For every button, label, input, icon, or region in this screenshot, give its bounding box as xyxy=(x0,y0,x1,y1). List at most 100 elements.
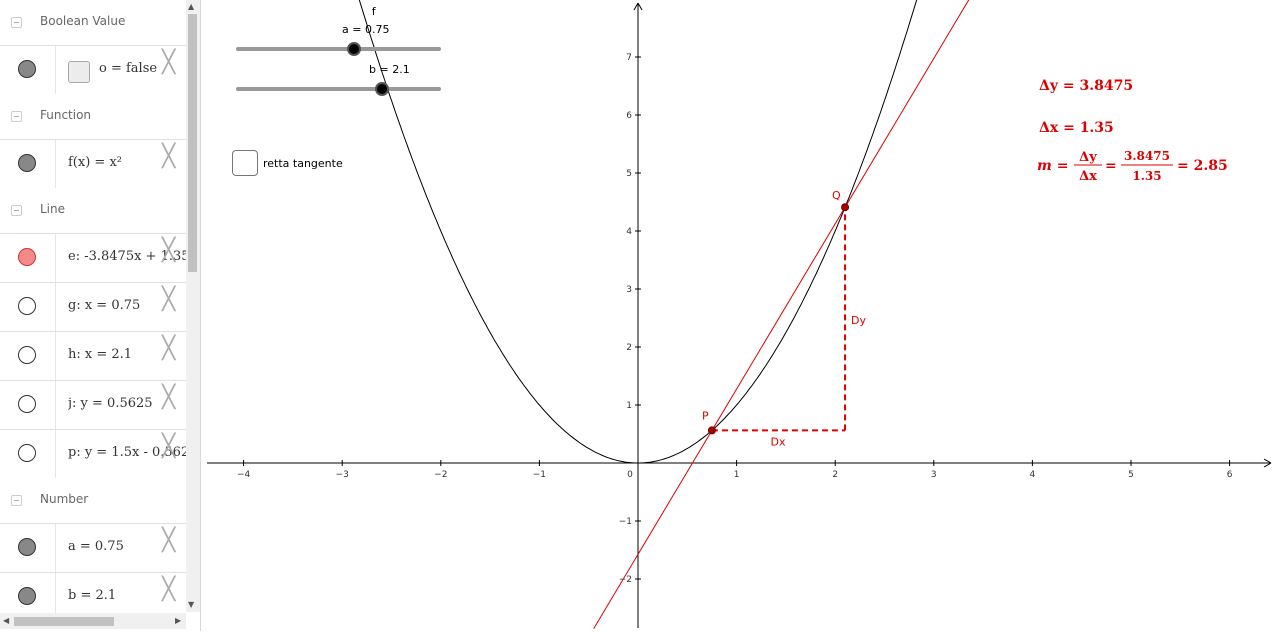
formula-m-den-value: 1.35 xyxy=(1132,169,1161,183)
x-tick-label: 0 xyxy=(627,470,633,480)
tangent-checkbox[interactable] xyxy=(232,150,258,176)
marble-cell xyxy=(0,573,56,621)
scroll-right-icon[interactable]: ▶ xyxy=(175,616,182,625)
algebra-expression[interactable]: j: y = 0.5625 xyxy=(68,396,153,411)
delete-icon[interactable]: ╳ xyxy=(162,577,176,602)
slider-b-knob[interactable] xyxy=(374,82,389,96)
graphics-view[interactable]: −4 −3 −2 −1 0 1 2 3 4 5 6 7 6 5 4 3 2 1 −1 −2 f Dx Dy P Q Δy = 3.… xyxy=(201,0,1278,631)
group-header[interactable]: Line xyxy=(0,188,186,234)
delete-icon[interactable]: ╳ xyxy=(162,385,176,410)
algebra-expression[interactable]: a = 0.75 xyxy=(68,539,124,554)
delete-icon[interactable]: ╳ xyxy=(162,144,176,169)
algebra-expression[interactable]: b = 2.1 xyxy=(68,588,117,603)
algebra-row[interactable]: f(x) = x² ╳ xyxy=(0,139,186,188)
secant-line-e xyxy=(593,0,970,629)
horizontal-scrollbar[interactable]: ◀ ▶ xyxy=(0,613,186,629)
vertical-scrollbar[interactable]: ▲ ▼ xyxy=(186,0,200,612)
algebra-row[interactable]: b = 2.1 ╳ xyxy=(0,572,186,621)
marble-cell xyxy=(0,524,56,572)
algebra-expression[interactable]: f(x) = x² xyxy=(68,155,122,170)
slider-a-label: a = 0.75 xyxy=(342,23,390,36)
algebra-row[interactable]: h: x = 2.1 ╳ xyxy=(0,331,186,380)
point-p xyxy=(707,426,716,435)
visibility-toggle[interactable] xyxy=(18,154,36,172)
collapse-icon[interactable] xyxy=(11,205,22,216)
group-label: Line xyxy=(40,202,66,216)
group-label: Number xyxy=(40,492,89,506)
formula-m-numerator: Δy xyxy=(1079,150,1097,165)
x-tick-label: 4 xyxy=(1030,470,1036,480)
y-tick-label: −1 xyxy=(619,517,632,527)
point-q xyxy=(841,203,850,212)
delete-icon[interactable]: ╳ xyxy=(162,434,176,459)
group-label: Boolean Value xyxy=(40,14,126,28)
scroll-left-icon[interactable]: ◀ xyxy=(3,616,10,625)
marble-cell xyxy=(0,46,56,94)
visibility-toggle[interactable] xyxy=(18,395,36,413)
horizontal-scroll-thumb[interactable] xyxy=(14,617,114,626)
visibility-toggle[interactable] xyxy=(18,346,36,364)
visibility-toggle[interactable] xyxy=(18,248,36,266)
algebra-row[interactable]: e: -3.8475x + 1.35y ╳ xyxy=(0,233,186,282)
algebra-view: Boolean Value o = false ╳ Function f(x) = x²… xyxy=(0,0,201,631)
x-tick-label: 3 xyxy=(931,470,937,480)
tangent-checkbox-label: retta tangente xyxy=(263,157,343,170)
visibility-toggle[interactable] xyxy=(18,587,36,605)
marble-cell xyxy=(0,332,56,380)
marble-cell xyxy=(0,381,56,429)
slider-a-knob[interactable] xyxy=(346,42,361,56)
point-p-label: P xyxy=(702,409,709,422)
x-tick-label: −4 xyxy=(237,470,251,480)
formula-dy: Δy = 3.8475 xyxy=(1039,78,1133,94)
dx-label: Dx xyxy=(771,435,786,448)
formula-dx: Δx = 1.35 xyxy=(1039,120,1114,136)
group-label: Function xyxy=(40,108,92,122)
y-tick-label: 4 xyxy=(626,227,632,237)
scroll-up-icon[interactable]: ▲ xyxy=(188,2,195,11)
algebra-expression[interactable]: o = false xyxy=(99,61,158,76)
algebra-expression[interactable]: h: x = 2.1 xyxy=(68,347,133,362)
visibility-toggle[interactable] xyxy=(18,297,36,315)
algebra-row[interactable]: p: y = 1.5x - 0.5625 ╳ xyxy=(0,429,186,478)
delete-icon[interactable]: ╳ xyxy=(162,528,176,553)
algebra-expression[interactable]: p: y = 1.5x - 0.5625 xyxy=(68,445,186,460)
slider-b-track[interactable] xyxy=(236,87,441,91)
delete-icon[interactable]: ╳ xyxy=(162,50,176,75)
marble-cell xyxy=(0,234,56,282)
marble-cell xyxy=(0,430,56,478)
x-tick-label: 1 xyxy=(734,470,740,480)
vertical-scroll-thumb[interactable] xyxy=(188,14,197,272)
function-f-curve xyxy=(358,0,918,464)
delete-icon[interactable]: ╳ xyxy=(162,336,176,361)
visibility-toggle[interactable] xyxy=(18,60,36,78)
collapse-icon[interactable] xyxy=(11,495,22,506)
algebra-expression[interactable]: e: -3.8475x + 1.35y xyxy=(68,249,186,264)
slider-a-track[interactable] xyxy=(236,47,441,51)
y-tick-label: −2 xyxy=(619,575,632,585)
graph-canvas[interactable]: −4 −3 −2 −1 0 1 2 3 4 5 6 7 6 5 4 3 2 1 −1 −2 f Dx Dy P Q Δy = 3.… xyxy=(201,0,1278,631)
group-header[interactable]: Number xyxy=(0,478,186,524)
formula-m-num-value: 3.8475 xyxy=(1124,149,1170,163)
y-tick-label: 5 xyxy=(626,169,632,179)
boolean-checkbox[interactable] xyxy=(68,61,90,83)
dy-label: Dy xyxy=(851,314,866,327)
collapse-icon[interactable] xyxy=(11,17,22,28)
formula-m-equals: = xyxy=(1105,158,1117,174)
group-header[interactable]: Function xyxy=(0,94,186,140)
delete-icon[interactable]: ╳ xyxy=(162,287,176,312)
x-tick-label: −1 xyxy=(533,470,546,480)
x-tick-label: 2 xyxy=(832,470,838,480)
algebra-row[interactable]: a = 0.75 ╳ xyxy=(0,523,186,572)
visibility-toggle[interactable] xyxy=(18,538,36,556)
group-header[interactable]: Boolean Value xyxy=(0,0,186,46)
algebra-expression[interactable]: g: x = 0.75 xyxy=(68,298,141,313)
function-f-label: f xyxy=(372,5,377,18)
delete-icon[interactable]: ╳ xyxy=(162,238,176,263)
scroll-down-icon[interactable]: ▼ xyxy=(188,600,195,609)
algebra-row[interactable]: o = false ╳ xyxy=(0,45,186,94)
marble-cell xyxy=(0,140,56,188)
algebra-row[interactable]: j: y = 0.5625 ╳ xyxy=(0,380,186,429)
algebra-row[interactable]: g: x = 0.75 ╳ xyxy=(0,282,186,331)
collapse-icon[interactable] xyxy=(11,111,22,122)
visibility-toggle[interactable] xyxy=(18,444,36,462)
